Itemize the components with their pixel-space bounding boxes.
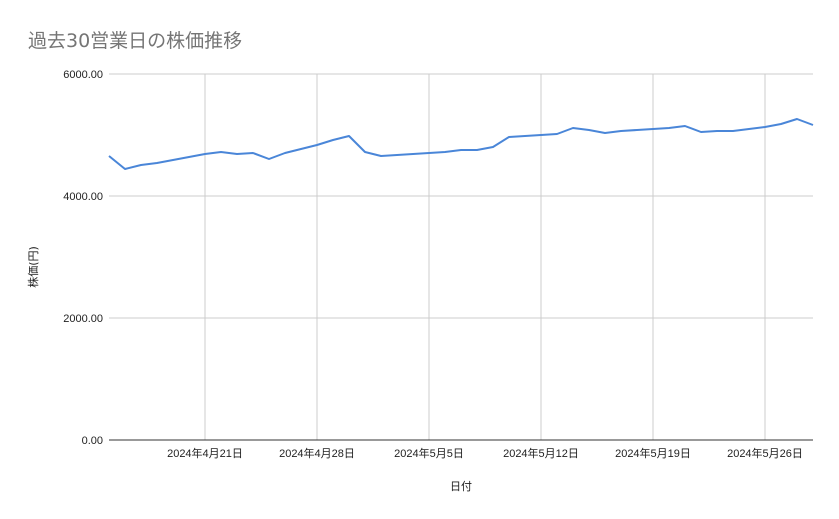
series-line bbox=[108, 118, 814, 170]
x-tick-label: 2024年4月28日 bbox=[279, 446, 355, 460]
x-tick-label: 2024年5月5日 bbox=[394, 446, 464, 460]
x-tick-label: 2024年5月12日 bbox=[503, 446, 579, 460]
x-tick-label: 2024年5月26日 bbox=[727, 446, 803, 460]
y-tick-label: 2000.00 bbox=[63, 313, 103, 325]
y-axis-label: 株価(円) bbox=[26, 246, 40, 288]
chart-title: 過去30営業日の株価推移 bbox=[28, 30, 243, 52]
y-tick-label: 6000.00 bbox=[63, 69, 103, 81]
x-tick-label: 2024年4月21日 bbox=[167, 446, 243, 460]
y-tick-label: 0.00 bbox=[82, 435, 103, 447]
x-tick-label: 2024年5月19日 bbox=[615, 446, 691, 460]
x-axis-label: 日付 bbox=[450, 480, 472, 493]
y-tick-label: 4000.00 bbox=[63, 191, 103, 203]
